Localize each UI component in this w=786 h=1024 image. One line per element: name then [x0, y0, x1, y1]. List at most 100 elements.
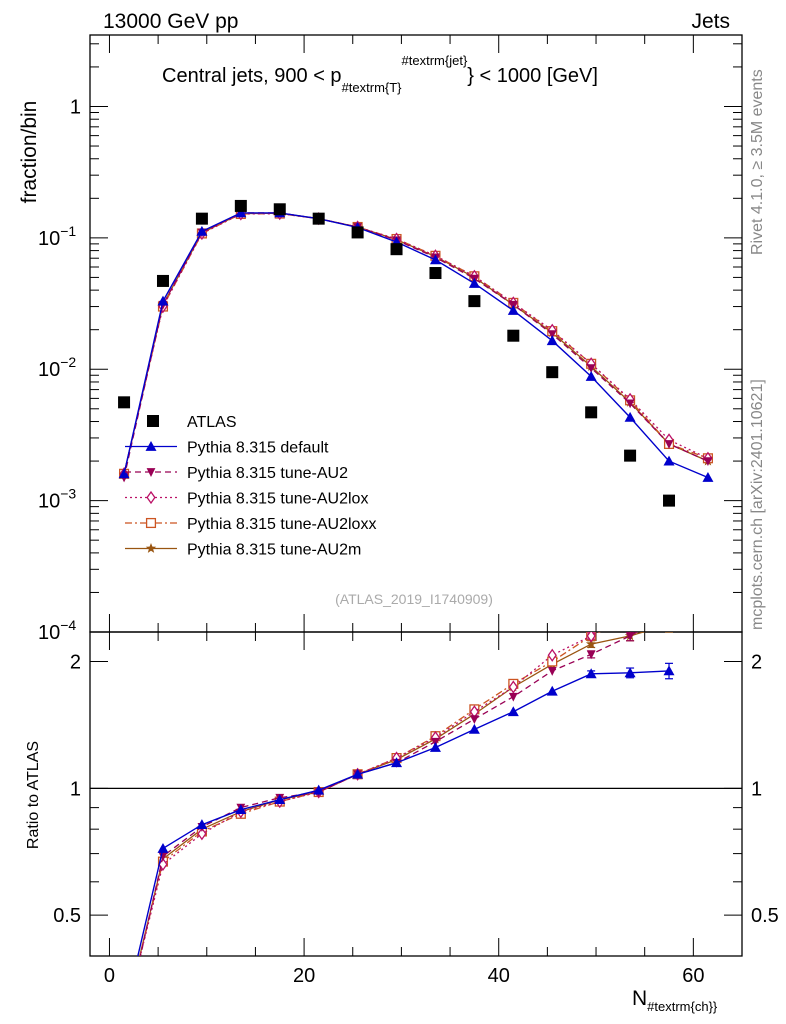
atlas-point: [390, 243, 403, 256]
default-point: [157, 295, 169, 306]
au2loxx-point: [120, 1017, 129, 1024]
rivet-label: Rivet 4.1.0, ≥ 3.5M events: [749, 69, 766, 255]
main-series-au2loxx: [119, 208, 713, 479]
x-axis-label-sub: #textrm{ch}}: [647, 999, 718, 1014]
atlas-point: [663, 494, 676, 507]
main-y-tick-label: 10−2: [38, 354, 76, 381]
au2-point: [547, 667, 557, 676]
atlas-point: [468, 295, 481, 308]
au2lox-point: [547, 648, 557, 662]
x-axis-label-main: N: [632, 987, 647, 1010]
au2-point: [547, 330, 557, 340]
legend-entry-au2m: Pythia 8.315 tune-AU2m: [125, 542, 361, 559]
legend-label-atlas: ATLAS: [187, 414, 237, 431]
ratio-series-default: [119, 662, 675, 1019]
ratio-ylabel: Ratio to ATLAS: [25, 741, 42, 849]
default-point: [145, 441, 157, 451]
au2loxx-point: [626, 613, 635, 622]
default-point: [429, 742, 441, 752]
main-title-post: } < 1000 [GeV]: [467, 65, 598, 87]
default-point: [546, 335, 558, 346]
au2-point: [625, 632, 635, 641]
main-y-tick-exp: −2: [60, 354, 76, 370]
main-line-au2loxx: [123, 212, 709, 474]
atlas-point: [273, 203, 286, 216]
legend: ATLAS Pythia 8.315 default Pythia 8.315 tu…: [125, 414, 376, 559]
default-point: [118, 468, 130, 479]
legend-entry-au2: Pythia 8.315 tune-AU2: [125, 465, 348, 482]
main-title-sup: #textrm{jet}: [402, 53, 468, 68]
default-point: [624, 667, 636, 678]
main-axis-ticks: 110−110−210−310−4: [38, 35, 742, 644]
atlas-point: [312, 212, 325, 225]
au2m-point: [145, 543, 157, 553]
au2lox-point: [665, 588, 673, 599]
default-point: [507, 304, 519, 315]
ratio-y-tick-label: 2: [70, 652, 81, 674]
main-line-au2: [123, 212, 709, 478]
header-left: 13000 GeV pp: [103, 10, 238, 33]
default-point: [157, 842, 169, 853]
default-point: [624, 411, 636, 422]
x-axis-label: N#textrm{ch}}: [632, 987, 718, 1014]
ratio-line-default: [137, 670, 670, 956]
ratio-y-tick-label-right: 1: [751, 778, 762, 800]
main-line-au2lox: [123, 212, 709, 474]
atlas-point: [507, 329, 520, 342]
main-y-tick-label: 10−4: [38, 617, 76, 644]
main-title-sub: #textrm{T}: [342, 80, 403, 95]
main-title: Central jets, 900 < p#textrm{T} #textrm{j…: [162, 53, 598, 95]
main-y-tick-exp: −1: [60, 223, 76, 239]
ratio-line-au2loxx: [139, 632, 601, 956]
default-point: [507, 706, 519, 717]
default-point: [663, 665, 675, 676]
ratio-series-au2: [139, 610, 674, 956]
ratio-series-au2loxx: [120, 599, 674, 1024]
atlas-point: [147, 415, 159, 427]
default-point: [235, 207, 247, 218]
default-point: [663, 455, 675, 466]
x-tick-label: 40: [488, 965, 510, 987]
main-y-tick-label: 10−1: [38, 223, 76, 250]
au2lox-point: [586, 632, 596, 643]
au2m-point: [664, 619, 674, 629]
main-y-tick-base: 10: [38, 228, 60, 250]
default-point: [352, 768, 364, 779]
default-point: [274, 794, 286, 805]
default-point: [585, 371, 597, 381]
atlas-point: [429, 267, 442, 280]
ratio-series-layer: [119, 588, 675, 1024]
legend-label-au2lox: Pythia 8.315 tune-AU2lox: [187, 491, 368, 508]
default-point: [119, 1009, 130, 1019]
ratio-y-tick-label: 0.5: [53, 905, 81, 927]
atlas-point: [585, 406, 598, 419]
default-point: [235, 804, 247, 815]
au2-point: [586, 364, 596, 374]
atlas-point: [118, 396, 131, 409]
au2-point: [665, 610, 674, 619]
header-right: Jets: [691, 10, 730, 33]
au2lox-point: [626, 608, 634, 619]
legend-label-au2loxx: Pythia 8.315 tune-AU2loxx: [187, 516, 376, 533]
ratio-y-tick-label-right: 0.5: [751, 905, 779, 927]
default-point: [468, 277, 480, 288]
au2lox-point: [120, 1016, 128, 1024]
analysis-watermark: (ATLAS_2019_I1740909): [335, 591, 493, 607]
au2m-point: [585, 638, 597, 649]
legend-entry-atlas: ATLAS: [147, 414, 237, 431]
default-point: [196, 225, 208, 236]
atlas-point: [156, 274, 169, 287]
atlas-point: [234, 199, 247, 212]
main-y-tick-base: 10: [38, 491, 60, 513]
au2loxx-point: [665, 599, 674, 608]
au2-point: [146, 468, 156, 477]
au2lox-point: [146, 490, 156, 505]
legend-entry-default: Pythia 8.315 default: [125, 440, 329, 457]
default-point: [702, 471, 714, 482]
default-point: [546, 685, 558, 696]
legend-label-default: Pythia 8.315 default: [187, 440, 329, 457]
au2loxx-point: [145, 517, 157, 529]
au2m-point: [119, 1016, 130, 1024]
au2-point: [703, 457, 713, 467]
